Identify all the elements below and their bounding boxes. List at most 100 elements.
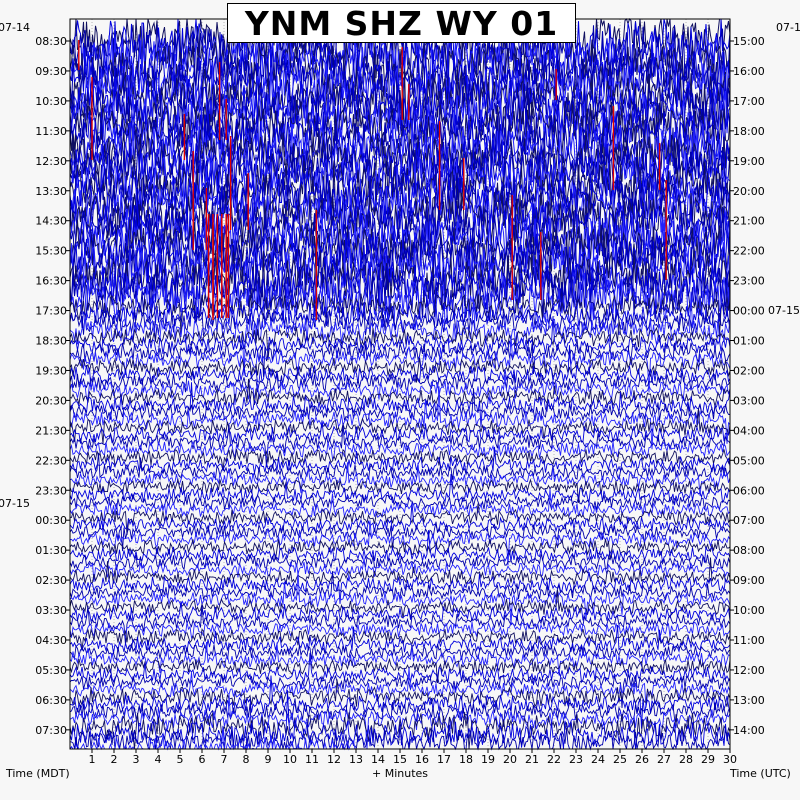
x-tick-label: 8 (243, 753, 250, 766)
seismic-trace (69, 488, 731, 536)
seismic-trace (69, 642, 731, 661)
x-tick-label: 1 (89, 753, 96, 766)
left-tick-label: 21:30 (35, 424, 67, 437)
seismic-trace (69, 553, 731, 571)
seismic-trace (69, 530, 731, 564)
x-tick-label: 21 (525, 753, 539, 766)
right-tick-label: 02:00 (733, 364, 765, 377)
x-tick-label: 10 (283, 753, 297, 766)
x-tick-label: 19 (481, 753, 495, 766)
seismic-trace (69, 375, 731, 406)
left-tick-label: 17:30 (35, 305, 67, 318)
seismic-trace (69, 338, 731, 377)
seismic-trace (69, 249, 731, 307)
seismic-trace (69, 319, 731, 361)
seismic-trace (69, 502, 731, 535)
seismic-trace (69, 242, 731, 298)
left-tick-label: 16:30 (35, 275, 67, 288)
left-tick-label: 01:30 (35, 544, 67, 557)
seismic-trace (69, 493, 731, 511)
seismic-trace (69, 679, 731, 708)
left-tick-label: 12:30 (35, 155, 67, 168)
left-tick-label: 08:30 (35, 35, 67, 48)
left-tick-label: 14:30 (35, 215, 67, 228)
seismic-trace (69, 473, 731, 506)
x-tick-label: 9 (265, 753, 272, 766)
x-tick-label: 20 (503, 753, 517, 766)
seismic-trace (69, 462, 731, 496)
x-tick-label: 26 (635, 753, 649, 766)
seismic-trace (69, 675, 731, 729)
left-axis-label: Time (MDT) (5, 767, 70, 780)
seismic-trace (69, 382, 731, 428)
seismic-trace (69, 420, 731, 445)
right-tick-label: 09:00 (733, 574, 765, 587)
right-tick-label: 03:00 (733, 394, 765, 407)
seismic-trace (69, 378, 731, 407)
seismic-trace (69, 628, 731, 650)
seismic-trace (69, 621, 731, 639)
right-date-1: 07-1 (776, 21, 800, 34)
seismic-trace (69, 604, 731, 645)
x-tick-label: 24 (591, 753, 605, 766)
right-tick-label: 21:00 (733, 215, 765, 228)
seismic-trace (69, 345, 731, 391)
seismic-trace (69, 174, 731, 231)
x-tick-label: 17 (437, 753, 451, 766)
right-tick-label: 20:00 (733, 185, 765, 198)
seismic-trace (69, 557, 731, 583)
seismic-trace (69, 372, 731, 393)
right-tick-label: 04:00 (733, 424, 765, 437)
seismic-trace (69, 727, 731, 751)
x-tick-label: 29 (701, 753, 715, 766)
left-tick-label: 15:30 (35, 245, 67, 258)
x-tick-label: 2 (111, 753, 118, 766)
x-axis-label: + Minutes (372, 767, 428, 780)
seismic-trace (69, 538, 731, 560)
right-tick-label: 05:00 (733, 454, 765, 467)
seismic-trace (69, 293, 731, 336)
left-tick-label: 18:30 (35, 335, 67, 348)
seismic-trace (69, 452, 731, 481)
left-tick-label: 20:30 (35, 394, 67, 407)
right-tick-label: 16:00 (733, 65, 765, 78)
x-tick-label: 18 (459, 753, 473, 766)
seismic-trace (69, 423, 731, 468)
seismic-trace (69, 624, 731, 655)
x-tick-label: 4 (155, 753, 162, 766)
left-tick-label: 11:30 (35, 125, 67, 138)
x-tick-label: 27 (657, 753, 671, 766)
left-tick-label: 10:30 (35, 95, 67, 108)
seismic-trace (69, 478, 731, 503)
x-tick-label: 25 (613, 753, 627, 766)
right-tick-label: 13:00 (733, 694, 765, 707)
seismic-trace (69, 38, 731, 99)
left-tick-label: 19:30 (35, 364, 67, 377)
seismic-trace (69, 570, 731, 626)
right-tick-label: 14:00 (733, 724, 765, 737)
chart-title-box: YNM SHZ WY 01 (227, 3, 576, 43)
right-tick-label: 08:00 (733, 544, 765, 557)
seismic-trace (69, 712, 731, 750)
x-tick-label: 28 (679, 753, 693, 766)
seismic-trace (69, 256, 731, 314)
seismic-trace (69, 657, 731, 684)
left-tick-label: 05:30 (35, 664, 67, 677)
x-axis-ticks: 1 2 3 4 5 6 7 8 9 10 11 12 13 14 15 16 17 18 19 20 21 22 23 24 2… (89, 749, 737, 766)
x-tick-label: 6 (199, 753, 206, 766)
seismic-trace (69, 335, 731, 393)
right-tick-label: 00:00 (733, 305, 765, 318)
seismic-trace (69, 233, 731, 290)
seismic-trace (69, 388, 731, 423)
right-tick-label: 10:00 (733, 604, 765, 617)
right-tick-label: 18:00 (733, 125, 765, 138)
x-tick-label: 14 (371, 753, 385, 766)
right-tick-label: 15:00 (733, 35, 765, 48)
right-tick-label: 01:00 (733, 335, 765, 348)
seismic-trace (69, 557, 731, 587)
x-tick-label: 12 (327, 753, 341, 766)
left-tick-label: 22:30 (35, 454, 67, 467)
left-date-1: 07-14 (0, 21, 30, 34)
seismic-trace (69, 521, 731, 552)
